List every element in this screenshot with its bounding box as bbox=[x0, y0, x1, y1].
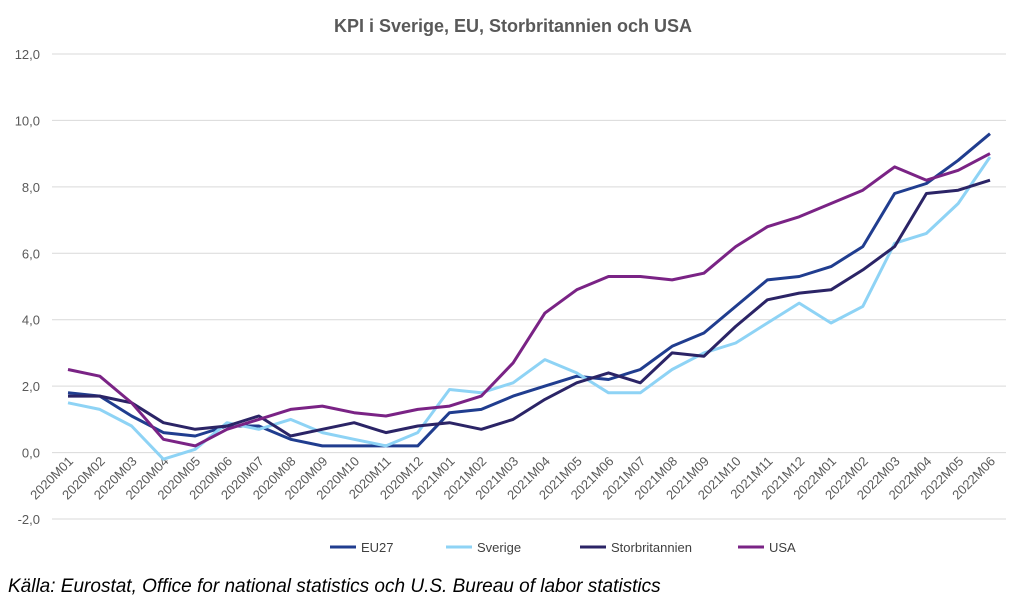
series-line-storbritannien bbox=[68, 178, 991, 438]
series-line-sverige bbox=[67, 156, 992, 461]
series-line-usa bbox=[67, 152, 991, 448]
legend-label: USA bbox=[769, 540, 796, 555]
y-tick-label: 12,0 bbox=[15, 47, 40, 62]
chart-title: KPI i Sverige, EU, Storbritannien och US… bbox=[334, 16, 692, 36]
y-tick-label: 4,0 bbox=[22, 313, 40, 328]
y-tick-label: 6,0 bbox=[22, 246, 40, 261]
source-note: Källa: Eurostat, Office for national sta… bbox=[8, 576, 661, 597]
y-tick-label: 10,0 bbox=[15, 113, 40, 128]
y-tick-label: 8,0 bbox=[22, 180, 40, 195]
series-line-eu27 bbox=[67, 132, 991, 448]
y-tick-label: 0,0 bbox=[22, 446, 40, 461]
legend-label: Storbritannien bbox=[611, 540, 692, 555]
legend-label: Sverige bbox=[477, 540, 521, 555]
y-tick-label: 2,0 bbox=[22, 379, 40, 394]
y-tick-label: -2,0 bbox=[18, 512, 40, 527]
legend-label: EU27 bbox=[361, 540, 394, 555]
